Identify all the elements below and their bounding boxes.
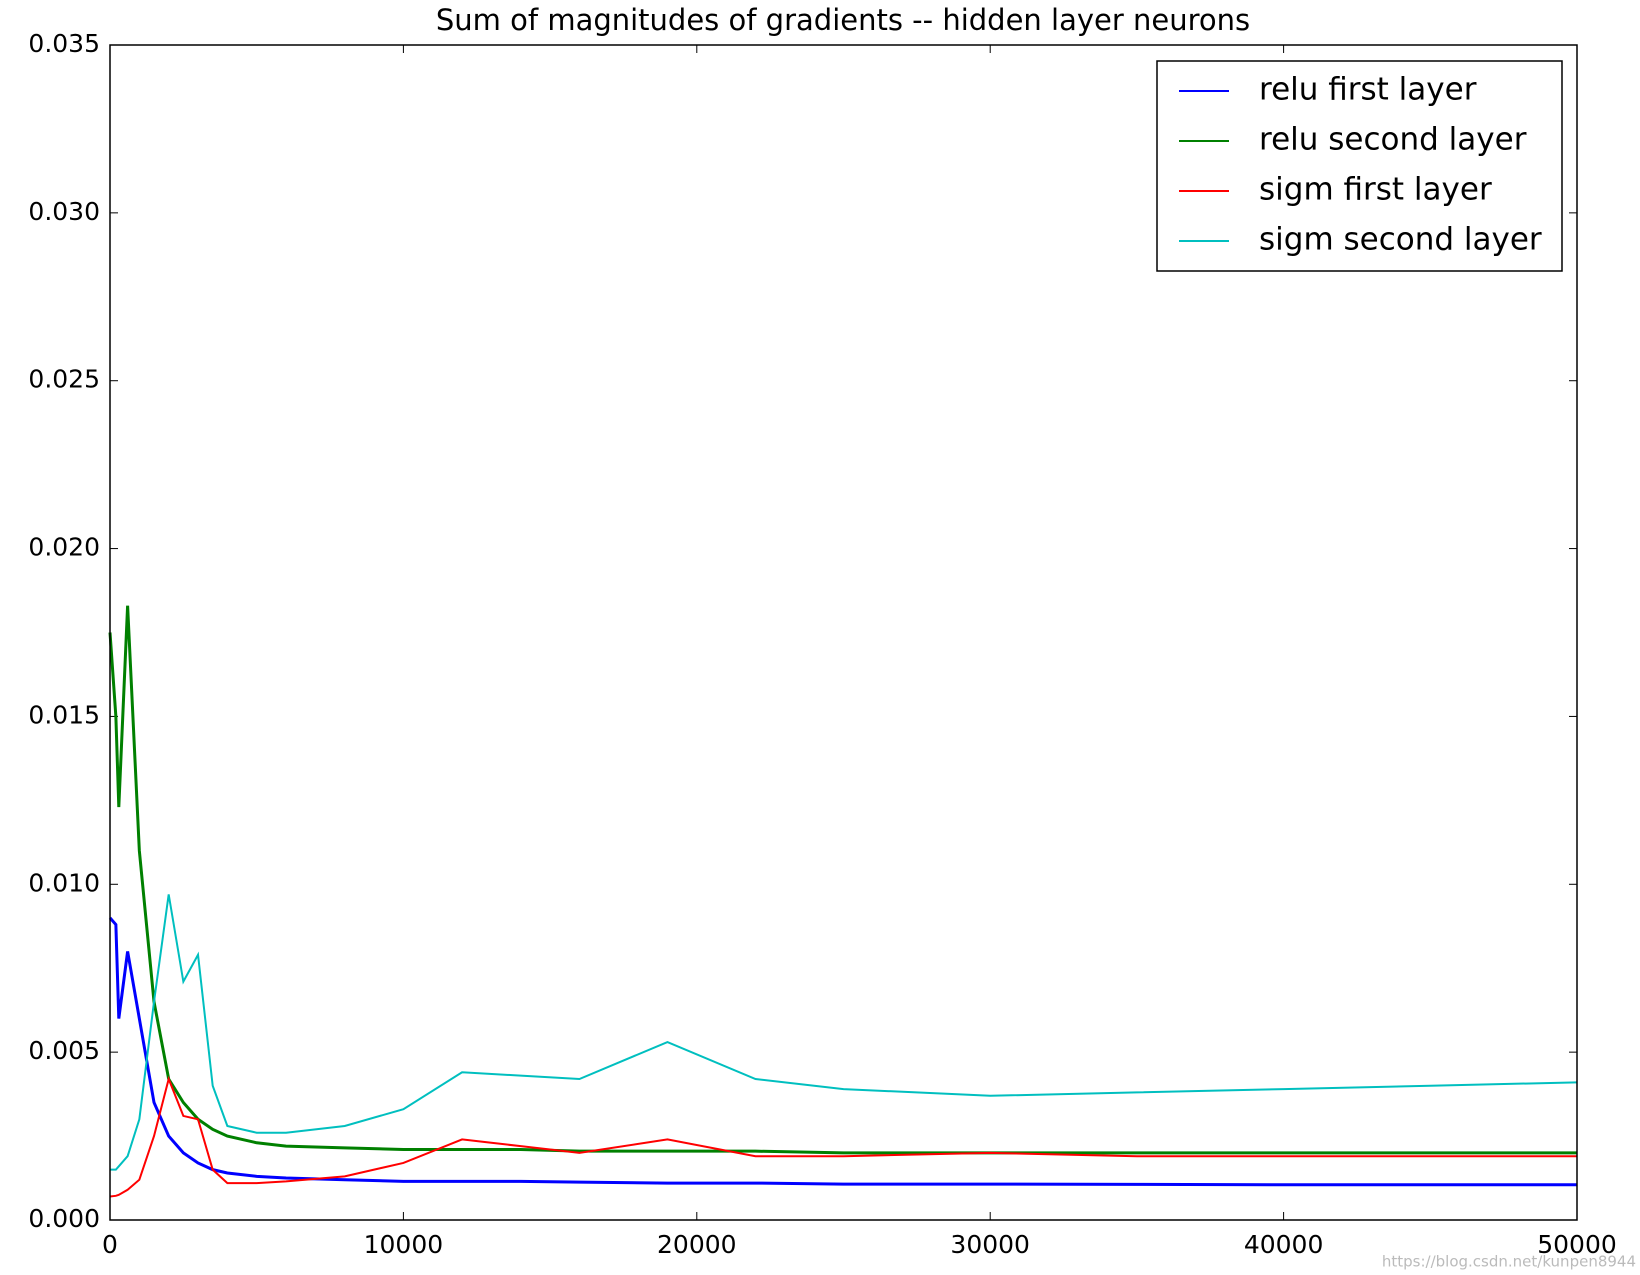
x-tick-label: 50000 [1537,1230,1617,1259]
x-tick-label: 30000 [950,1230,1030,1259]
y-tick-label: 0.005 [28,1036,100,1065]
series-line [110,894,1578,1171]
y-tick-label: 0.015 [28,700,100,729]
legend-box [1156,60,1563,272]
legend-label: sigm second layer [1259,222,1542,258]
y-tick-label: 0.020 [28,533,100,562]
x-tick-label: 20000 [657,1230,737,1259]
legend-label: relu first layer [1259,72,1477,108]
chart-title: Sum of magnitudes of gradients -- hidden… [436,3,1250,37]
y-tick-label: 0.000 [28,1204,100,1233]
watermark: https://blog.csdn.net/kunpen8944 [1382,1253,1636,1271]
legend-label: sigm first layer [1259,172,1492,208]
y-tick-label: 0.035 [28,29,100,58]
x-tick-label: 0 [102,1230,118,1259]
series-line [108,605,1577,1155]
x-tick-label: 10000 [364,1230,444,1259]
y-tick-label: 0.010 [28,868,100,897]
legend-label: relu second layer [1259,122,1527,158]
series-line [108,916,1577,1187]
series-line [109,1075,1577,1198]
plot-frame [109,44,1578,1221]
x-tick-label: 40000 [1244,1230,1324,1259]
y-tick-label: 0.030 [28,197,100,226]
y-tick-label: 0.025 [28,365,100,394]
